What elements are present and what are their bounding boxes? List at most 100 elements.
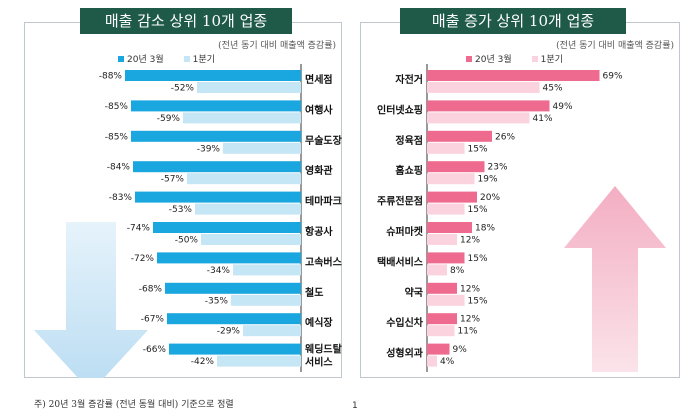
increase-legend: 20년 3월 1분기: [466, 52, 563, 65]
bar-mar: [427, 161, 485, 173]
bar-mar: [165, 282, 301, 294]
data-label: 26%: [495, 132, 515, 142]
data-label: 12%: [460, 236, 480, 246]
decrease-legend: 20년 3월 1분기: [118, 52, 215, 65]
bar-mar: [125, 70, 301, 81]
legend-label: 1분기: [192, 55, 215, 65]
data-label: -83%: [109, 193, 133, 203]
data-label: -57%: [161, 175, 185, 185]
data-label: -42%: [191, 357, 215, 367]
bar-q1: [427, 325, 455, 337]
increase-panel: 69% 45% 자전거 49% 41% 인터넷쇼핑 26% 15% 정육점 23% 19% 홈쇼핑 20…: [360, 0, 680, 378]
data-label: -35%: [205, 296, 229, 306]
category-label: 고속버스: [305, 255, 342, 268]
bar-q1: [197, 82, 301, 93]
legend-swatch: [183, 55, 190, 62]
data-label: 8%: [450, 266, 465, 276]
category-label: 면세점: [305, 73, 333, 86]
data-label: -84%: [107, 163, 131, 173]
data-label: 15%: [468, 205, 488, 215]
bar-q1: [427, 203, 465, 215]
data-label: 20%: [480, 193, 500, 203]
down-arrow-decoration: [34, 222, 148, 378]
data-label: -29%: [217, 327, 241, 337]
data-label: 15%: [468, 296, 488, 306]
footnote: 주) 20년 3월 증감률 (전년 동월 대비) 기준으로 정렬: [34, 400, 234, 410]
legend-item-mar: 20년 3월: [118, 52, 164, 65]
data-label: -88%: [99, 72, 123, 82]
data-label: 15%: [468, 254, 488, 264]
category-label: 정육점: [395, 134, 423, 147]
category-label: 주류전문점: [377, 195, 423, 208]
data-label: -66%: [143, 345, 167, 355]
bar-q1: [427, 294, 465, 306]
data-label: 4%: [440, 357, 455, 367]
data-label: -72%: [131, 254, 155, 264]
bar-mar: [131, 100, 301, 112]
category-label: 여행사: [305, 103, 333, 116]
decrease-panel: -88% -52% 면세점 -85% -59% 여행사 -85% -39% 무술도장 -84% -5…: [24, 0, 342, 378]
legend-label: 20년 3월: [127, 55, 164, 65]
data-label: -59%: [157, 114, 181, 124]
bar-q1: [427, 142, 465, 154]
increase-chart: 69% 45% 자전거 49%41% 인터넷쇼핑 26% 15% 정육점 23% 19% 홈쇼핑 20…: [377, 64, 666, 372]
bar-mar: [427, 282, 457, 294]
decrease-chart-note: (전년 동기 대비 매출액 증감률): [218, 41, 336, 51]
bar-q1: [427, 82, 540, 93]
data-label: 15%: [468, 144, 488, 154]
bar-q1: [217, 355, 301, 367]
category-label: 예식장: [305, 316, 333, 329]
legend-swatch: [118, 55, 124, 62]
category-label: 슈퍼마켓: [386, 225, 423, 238]
bar-mar: [427, 191, 477, 203]
bar-q1: [427, 112, 530, 124]
bar-q1: [427, 355, 437, 367]
bar-mar: [427, 70, 600, 81]
bar-mar: [427, 313, 457, 325]
data-label: -67%: [141, 315, 165, 325]
decrease-chart: -88% -52% 면세점 -85% -59% 여행사 -85% -39% 무술도장 -84% -5…: [34, 64, 342, 378]
bar-q1: [195, 203, 301, 215]
category-label: 철도: [305, 286, 323, 299]
data-label: -85%: [105, 102, 129, 112]
category-label: 웨딩드탈 서비스: [305, 343, 342, 369]
data-label: -50%: [175, 236, 199, 246]
bar-mar: [157, 252, 301, 264]
legend-swatch: [466, 55, 472, 62]
up-arrow-decoration: [564, 186, 666, 372]
bar-q1: [223, 142, 301, 154]
bar-mar: [133, 161, 301, 173]
bar-mar: [153, 222, 301, 233]
legend-label: 1분기: [540, 55, 563, 65]
data-label: 12%: [460, 315, 480, 325]
data-label: -68%: [139, 284, 163, 294]
bar-q1: [427, 173, 475, 185]
increase-chart-note: (전년 동기 대비 매출액 증감률): [556, 41, 674, 51]
legend-item-mar: 20년 3월: [466, 52, 512, 65]
data-label: 23%: [488, 163, 508, 173]
data-label: 41%: [533, 114, 553, 124]
bar-mar: [169, 343, 301, 355]
bar-q1: [231, 294, 301, 306]
data-label: -85%: [105, 132, 129, 142]
category-label: 인터넷쇼핑: [377, 103, 423, 116]
data-label: 11%: [458, 327, 478, 337]
data-label: 9%: [453, 345, 468, 355]
data-label: -52%: [171, 84, 195, 94]
legend-item-q1: 1분기: [183, 52, 215, 65]
category-label: 자전거: [395, 73, 423, 86]
increase-chart-title: 매출 증가 상위 10개 업종: [400, 8, 626, 34]
data-label: 18%: [475, 224, 495, 234]
data-label: 19%: [478, 175, 498, 185]
bar-mar: [427, 100, 550, 112]
bar-mar: [131, 130, 301, 142]
bar-q1: [183, 112, 301, 124]
data-label: -39%: [197, 144, 221, 154]
category-label: 택배서비스: [377, 255, 423, 268]
bar-q1: [201, 234, 301, 245]
bar-mar: [427, 252, 465, 264]
category-label: 성형외과: [386, 347, 424, 360]
bar-mar: [427, 343, 450, 355]
category-label: 무술도장: [305, 134, 342, 147]
bar-q1: [187, 173, 301, 185]
